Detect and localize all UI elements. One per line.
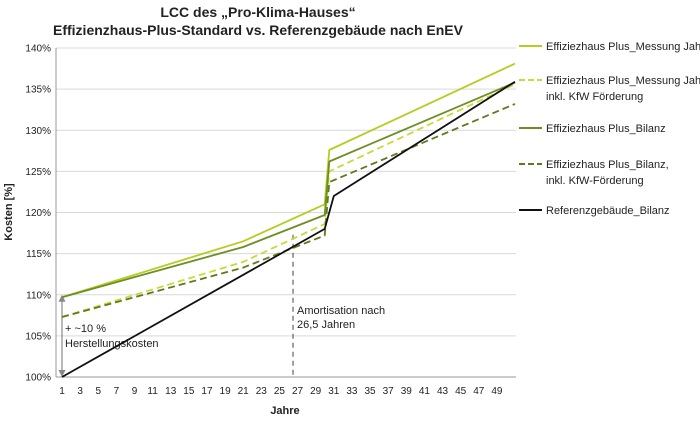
x-tick-label: 13 <box>165 386 177 397</box>
x-tick-label: 5 <box>95 386 101 397</box>
x-tick-label: 17 <box>201 386 213 397</box>
y-tick-label: 120% <box>25 208 51 219</box>
legend-label-3: Effiziezhaus Plus_Bilanz <box>546 123 666 135</box>
series-line-5 <box>61 80 516 378</box>
x-tick-label: 29 <box>310 386 322 397</box>
amortisation-years-label: 26,5 Jahren <box>297 319 355 331</box>
x-axis-title: Jahre <box>270 405 299 417</box>
x-axis-ticks: 1 3 5 7 9 11 13 15 17 19 21 23 25 27 29 31 33 35 37 39 41 43 4… <box>59 386 503 397</box>
chart-title: LCC des „Pro-Klima-Hauses“ <box>160 4 355 20</box>
chart-subtitle: Effizienzhaus-Plus-Standard vs. Referenz… <box>53 22 464 38</box>
grid <box>56 47 516 337</box>
x-tick-label: 47 <box>473 386 485 397</box>
x-tick-label: 15 <box>183 386 195 397</box>
x-tick-label: 41 <box>419 386 431 397</box>
herstellung-arrow-down <box>58 370 66 377</box>
series-line-3 <box>61 81 516 299</box>
x-tick-label: 37 <box>383 386 395 397</box>
x-tick-label: 1 <box>59 386 65 397</box>
legend-label-5: Referenzgebäude_Bilanz <box>546 205 670 217</box>
y-tick-label: 135% <box>25 85 51 96</box>
series-line-2 <box>61 83 516 318</box>
y-axis-title: Kosten [%] <box>3 183 15 241</box>
x-tick-label: 3 <box>77 386 83 397</box>
legend-label-1: Effiziezhaus Plus_Messung Jahr 1 <box>546 41 700 53</box>
legend-label-4: Effiziezhaus Plus_Bilanz, <box>546 159 669 171</box>
y-tick-label: 105% <box>25 331 51 342</box>
x-tick-label: 31 <box>328 386 340 397</box>
y-tick-label: 140% <box>25 44 51 55</box>
y-axis-ticks: 100% 105% 110% 115% 120% 125% 130% 135% 140% <box>25 44 51 384</box>
x-tick-label: 43 <box>437 386 449 397</box>
annotations: Amortisation nach 26,5 Jahren + ~10 % Herst… <box>58 234 385 377</box>
x-tick-label: 19 <box>220 386 232 397</box>
x-tick-label: 35 <box>364 386 376 397</box>
x-tick-label: 33 <box>346 386 358 397</box>
y-tick-label: 110% <box>26 290 51 301</box>
y-tick-label: 100% <box>25 373 51 384</box>
herstellung-label: Herstellungskosten <box>65 338 159 350</box>
herstellung-percent-label: + ~10 % <box>65 323 106 335</box>
x-tick-label: 49 <box>491 386 503 397</box>
x-tick-label: 27 <box>292 386 304 397</box>
x-tick-label: 7 <box>114 386 120 397</box>
x-tick-label: 39 <box>401 386 413 397</box>
series-line-4 <box>61 103 516 318</box>
x-tick-label: 21 <box>238 386 250 397</box>
series-lines <box>61 62 516 378</box>
legend-label-2: Effiziezhaus Plus_Messung Jahr 1 <box>546 75 700 87</box>
legend-label-4: inkl. KfW-Förderung <box>546 175 644 187</box>
x-tick-label: 45 <box>455 386 467 397</box>
legend: Effiziezhaus Plus_Messung Jahr 1 Effiziez… <box>519 41 700 217</box>
y-tick-label: 125% <box>25 167 51 178</box>
amortisation-label: Amortisation nach <box>297 305 385 317</box>
herstellung-arrow-up <box>58 294 66 302</box>
y-tick-label: 130% <box>25 126 51 137</box>
series-line-1 <box>61 62 516 299</box>
x-tick-label: 23 <box>256 386 268 397</box>
x-tick-label: 11 <box>147 386 158 397</box>
x-tick-label: 9 <box>132 386 138 397</box>
legend-label-2: inkl. KfW Förderung <box>546 91 643 103</box>
x-tick-label: 25 <box>274 386 286 397</box>
y-tick-label: 115% <box>26 249 51 260</box>
